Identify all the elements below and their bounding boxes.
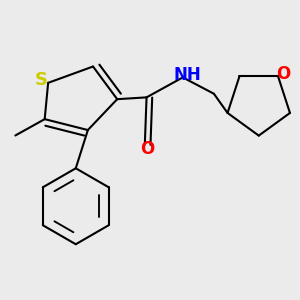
Text: O: O — [140, 140, 155, 158]
Text: O: O — [276, 65, 290, 83]
Text: S: S — [34, 71, 48, 89]
Text: NH: NH — [173, 66, 201, 84]
